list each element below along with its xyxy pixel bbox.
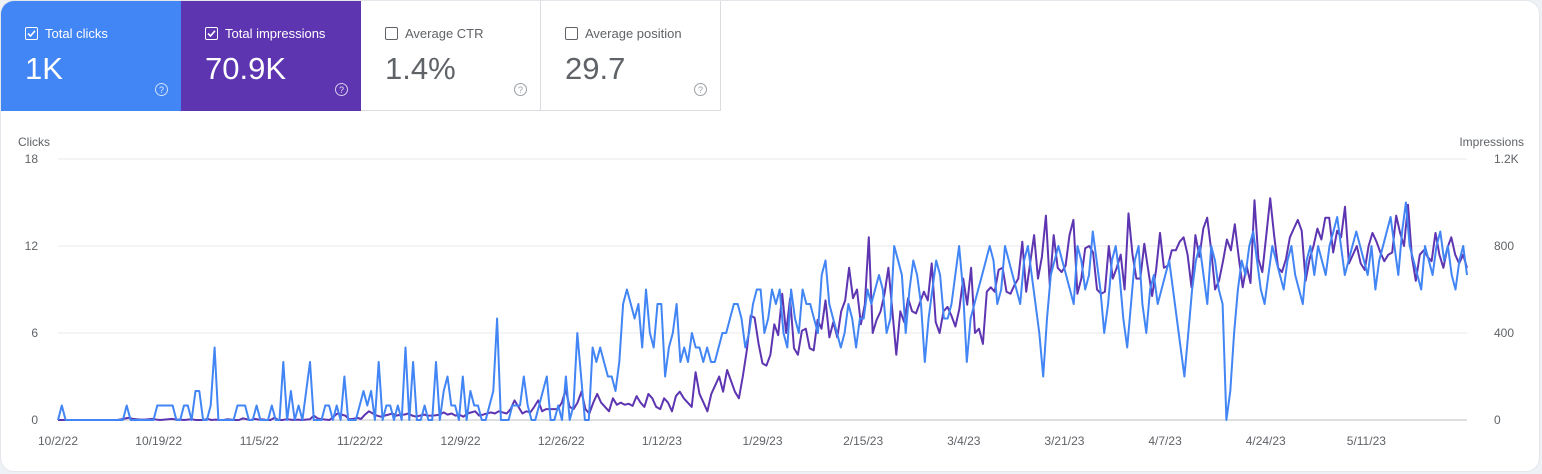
x-tick-label: 11/5/22 — [240, 434, 279, 448]
right-axis-title: Impressions — [1459, 135, 1524, 149]
x-tick-label: 12/9/22 — [441, 434, 481, 448]
metric-total-clicks[interactable]: Total clicks 1K ? — [1, 1, 181, 111]
performance-chart: 0 6 12 18 0 400 800 1.2K Clicks Impressions 10/2/2… — [18, 135, 1524, 448]
metric-average-ctr[interactable]: Average CTR 1.4% ? — [361, 1, 541, 111]
metric-label: Average CTR — [405, 26, 484, 41]
clicks-line — [57, 201, 1468, 421]
left-tick-label: 0 — [31, 413, 38, 427]
x-tick-label: 1/29/23 — [742, 434, 782, 448]
right-tick-label: 400 — [1494, 326, 1514, 340]
checkbox-icon[interactable] — [205, 27, 218, 40]
help-circle-icon[interactable]: ? — [155, 83, 168, 96]
help-circle-icon[interactable]: ? — [335, 83, 348, 96]
left-tick-label: 18 — [25, 152, 39, 166]
x-tick-label: 1/12/23 — [642, 434, 682, 448]
metric-value: 29.7 — [565, 51, 626, 86]
x-tick-label: 4/24/23 — [1246, 434, 1286, 448]
left-axis-title: Clicks — [18, 135, 50, 149]
x-tick-label: 3/21/23 — [1044, 434, 1084, 448]
metric-value: 70.9K — [205, 51, 287, 86]
x-tick-label: 4/7/23 — [1148, 434, 1182, 448]
x-tick-label: 11/22/22 — [337, 434, 383, 448]
metric-label: Average position — [585, 26, 682, 41]
x-tick-label: 10/2/22 — [38, 434, 78, 448]
right-tick-label: 800 — [1494, 239, 1514, 253]
checkbox-icon[interactable] — [565, 27, 578, 40]
metric-value: 1.4% — [385, 51, 456, 86]
help-circle-icon[interactable]: ? — [514, 83, 527, 96]
metric-total-impressions[interactable]: Total impressions 70.9K ? — [181, 1, 361, 111]
metric-tiles: Total clicks 1K ? Total impressions 70.9… — [1, 1, 721, 111]
right-tick-label: 0 — [1494, 413, 1501, 427]
x-tick-label: 2/15/23 — [843, 434, 883, 448]
checkbox-icon[interactable] — [385, 27, 398, 40]
right-tick-label: 1.2K — [1494, 152, 1519, 166]
metric-average-position[interactable]: Average position 29.7 ? — [541, 1, 721, 111]
metric-value: 1K — [25, 51, 63, 86]
x-tick-label: 12/26/22 — [538, 434, 585, 448]
x-tick-label: 5/11/23 — [1347, 434, 1386, 448]
metric-label: Total impressions — [225, 26, 326, 41]
x-tick-label: 3/4/23 — [947, 434, 981, 448]
checkbox-icon[interactable] — [25, 27, 38, 40]
left-tick-label: 12 — [25, 239, 39, 253]
x-tick-label: 10/19/22 — [135, 434, 182, 448]
help-circle-icon[interactable]: ? — [694, 83, 707, 96]
impressions-line — [58, 197, 1468, 421]
left-tick-label: 6 — [31, 326, 38, 340]
metric-label: Total clicks — [45, 26, 108, 41]
